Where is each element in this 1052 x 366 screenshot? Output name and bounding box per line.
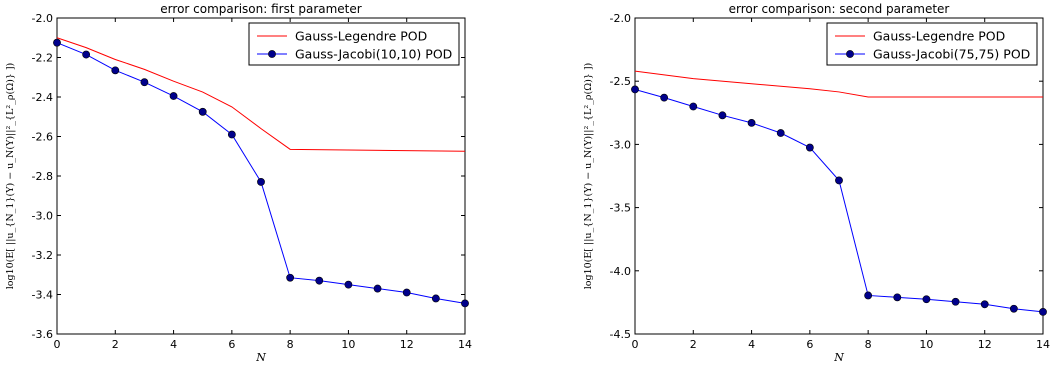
data-point bbox=[373, 284, 382, 293]
legend-marker bbox=[846, 50, 854, 58]
data-point bbox=[431, 294, 440, 303]
data-point bbox=[747, 119, 756, 127]
data-point bbox=[951, 297, 960, 306]
x-tick-label: 4 bbox=[748, 338, 755, 351]
legend: Gauss-Legendre POD Gauss-Jacobi(10,10) PO… bbox=[248, 22, 460, 66]
y-tick-label: -3.0 bbox=[32, 210, 53, 223]
y-tick-label: -3.6 bbox=[32, 328, 53, 341]
y-axis-label: log10(E[ ||u_{N_1}(Y) − u_N(Y)||²_{L²_ρ(… bbox=[583, 63, 594, 290]
y-tick-label: -2.0 bbox=[610, 12, 631, 25]
data-point bbox=[1039, 307, 1047, 316]
x-tick-label: 14 bbox=[1036, 338, 1050, 351]
data-point bbox=[315, 276, 324, 285]
series-line-1 bbox=[634, 70, 1043, 98]
data-point bbox=[257, 178, 265, 186]
data-point bbox=[169, 92, 178, 100]
y-tick-label: -3.0 bbox=[610, 138, 631, 151]
y-axis-label: log10(E[ ||u_{N_1}(Y) − u_N(Y)||²_{L²_ρ(… bbox=[5, 63, 16, 290]
x-tick-label: 12 bbox=[400, 338, 414, 351]
data-point bbox=[140, 78, 149, 87]
x-tick-label: 6 bbox=[806, 338, 813, 351]
data-point bbox=[980, 300, 989, 309]
data-point bbox=[631, 85, 639, 94]
data-point bbox=[893, 293, 902, 302]
data-point bbox=[864, 291, 873, 300]
chart-title: error comparison: first parameter bbox=[160, 2, 361, 16]
x-tick-label: 14 bbox=[458, 338, 472, 351]
data-point bbox=[82, 50, 91, 59]
series-line-1 bbox=[56, 37, 466, 152]
x-tick-label: 0 bbox=[632, 338, 639, 351]
data-point bbox=[718, 111, 727, 120]
x-tick-label: 12 bbox=[978, 338, 992, 351]
legend-label: Gauss-Jacobi(75,75) POD bbox=[873, 47, 1030, 62]
data-point bbox=[689, 102, 698, 111]
data-point bbox=[660, 93, 669, 102]
series-line-2 bbox=[634, 88, 1044, 313]
data-point bbox=[344, 280, 353, 289]
y-tick-label: -2.0 bbox=[32, 12, 53, 25]
x-tick-label: 2 bbox=[112, 338, 119, 351]
y-tick-label: -2.5 bbox=[610, 75, 631, 88]
data-point bbox=[1009, 304, 1018, 313]
data-point bbox=[402, 288, 411, 297]
data-point bbox=[461, 299, 469, 308]
legend-box bbox=[826, 22, 1038, 66]
legend: Gauss-Legendre POD Gauss-Jacobi(75,75) PO… bbox=[826, 22, 1038, 66]
x-tick-label: 10 bbox=[341, 338, 355, 351]
legend-label: Gauss-Legendre POD bbox=[295, 29, 427, 44]
data-point bbox=[805, 143, 814, 152]
x-tick-label: 8 bbox=[865, 338, 872, 351]
y-tick-label: -2.2 bbox=[32, 52, 53, 65]
y-tick-label: -4.0 bbox=[610, 265, 631, 278]
x-tick-label: 4 bbox=[170, 338, 177, 351]
legend-label: Gauss-Legendre POD bbox=[873, 29, 1005, 44]
x-axis-label: N bbox=[833, 351, 844, 364]
chart-2: 0 2 4 6 8 10 12 14 -2.0 -2.5 -3.0 -3.5 -4.0 -4.5 error… bbox=[583, 2, 1050, 364]
data-point bbox=[776, 129, 785, 137]
y-tick-label: -3.5 bbox=[610, 202, 631, 215]
y-tick-label: -2.8 bbox=[32, 170, 53, 183]
x-tick-label: 0 bbox=[54, 338, 61, 351]
y-tick-label: -3.2 bbox=[32, 249, 53, 262]
plot-frame bbox=[634, 17, 1044, 335]
y-tick-label: -3.4 bbox=[32, 289, 53, 302]
legend-box bbox=[248, 22, 460, 66]
legend-marker bbox=[268, 50, 276, 58]
data-point bbox=[111, 66, 120, 75]
x-tick-label: 6 bbox=[228, 338, 235, 351]
chart-title: error comparison: second parameter bbox=[729, 2, 950, 16]
data-point bbox=[53, 38, 61, 47]
x-axis-label: N bbox=[255, 351, 266, 364]
x-tick-label: 10 bbox=[919, 338, 933, 351]
legend-label: Gauss-Jacobi(10,10) POD bbox=[295, 47, 452, 62]
chart-1: 0 2 4 6 8 10 12 14 -2.0 -2.2 -2.4 -2.6 -2.8 -3.0 -3.2 -… bbox=[5, 2, 472, 364]
y-tick-label: -4.5 bbox=[610, 328, 631, 341]
y-tick-label: -2.4 bbox=[32, 91, 53, 104]
y-tick-label: -2.6 bbox=[32, 131, 53, 144]
series-line-2 bbox=[56, 42, 466, 304]
x-tick-label: 2 bbox=[690, 338, 697, 351]
data-point bbox=[227, 130, 236, 139]
data-point bbox=[922, 295, 931, 304]
data-point bbox=[286, 273, 295, 282]
data-point bbox=[835, 176, 843, 185]
x-tick-label: 8 bbox=[287, 338, 294, 351]
data-point bbox=[198, 107, 207, 116]
